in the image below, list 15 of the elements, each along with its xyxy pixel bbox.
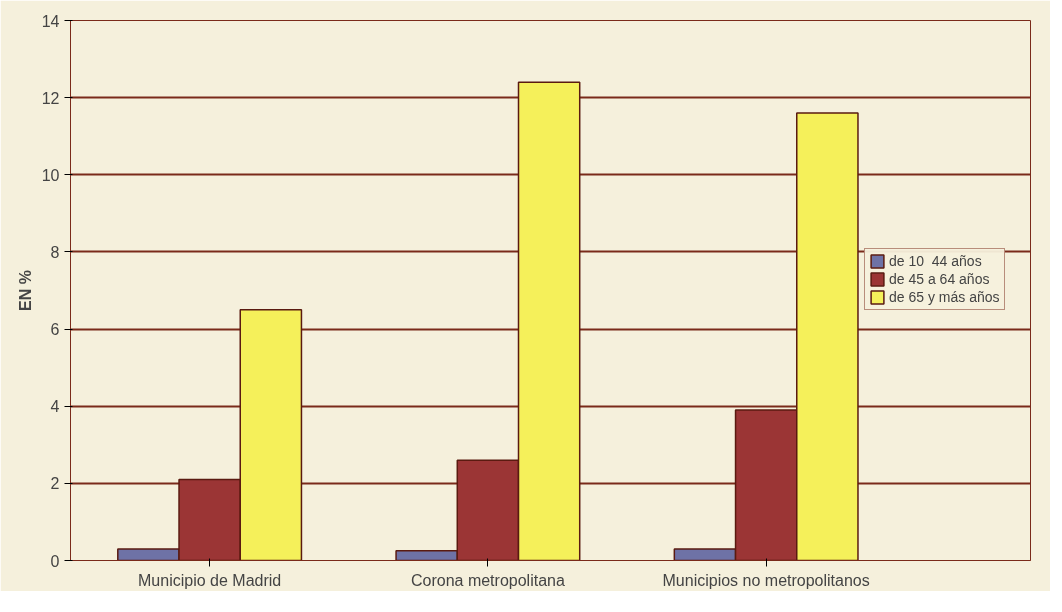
x-tick-label: Municipios no metropolitanos <box>662 571 870 589</box>
y-tick-label: 6 <box>50 321 60 339</box>
y-tick-label: 14 <box>41 12 60 30</box>
legend-label: de 45 a 64 años <box>889 271 990 287</box>
y-tick-label: 8 <box>50 243 60 261</box>
y-tick-label: 0 <box>50 552 60 570</box>
y-tick-label: 10 <box>41 166 60 184</box>
legend-label: de 65 y más años <box>889 289 1000 305</box>
x-tick-label: Municipio de Madrid <box>138 571 282 589</box>
y-axis-title: EN % <box>16 270 34 311</box>
y-tick-label: 12 <box>41 89 60 107</box>
x-tick-label: Corona metropolitana <box>410 571 565 589</box>
legend-label: de 10 44 años <box>889 253 982 269</box>
y-tick-label: 2 <box>50 475 60 493</box>
y-tick-label: 4 <box>50 398 60 416</box>
